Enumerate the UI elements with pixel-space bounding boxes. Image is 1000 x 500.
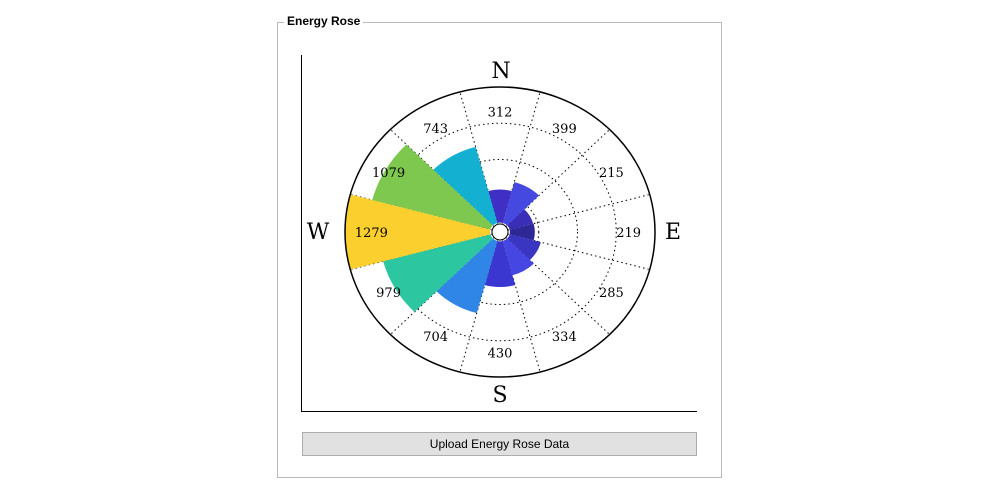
sector-labels: 312 399 215 219 285 334 430 704 979 1279 1079 743 (355, 106, 641, 362)
rose-sector-nne (502, 182, 540, 226)
sector-label-1: 399 (552, 122, 577, 137)
rose-sector-ssw (436, 238, 498, 314)
sector-label-2: 215 (599, 166, 624, 181)
sector-label-4: 285 (599, 286, 624, 301)
angular-grid-spoke (507, 193, 650, 231)
rose-sector-nnw (433, 146, 498, 226)
direction-east: E (665, 220, 681, 245)
energy-rose-panel: Energy Rose (277, 14, 722, 478)
rose-sector-wnw (372, 144, 493, 230)
rose-sector-e (509, 223, 535, 241)
energy-rose-axes: 312 399 215 219 285 334 430 704 979 1279 1079 743 N… (301, 55, 697, 412)
sector-label-5: 334 (552, 330, 577, 345)
outer-ring (344, 86, 656, 378)
direction-north: N (491, 59, 510, 84)
sector-label-7: 704 (423, 330, 448, 345)
center-hub (491, 223, 509, 241)
angular-grid-spoke (459, 239, 499, 373)
sector-label-6: 430 (488, 346, 513, 361)
rose-sector-ene (507, 209, 534, 230)
angular-grid-spoke (507, 233, 650, 271)
direction-south: S (492, 383, 507, 408)
rose-sector-ese (507, 234, 541, 260)
rose-sector-sse (502, 238, 534, 276)
rose-sector-s (484, 241, 516, 287)
rose-sector-wsw (383, 234, 493, 313)
direction-west: W (307, 220, 330, 245)
sector-label-3: 219 (616, 226, 641, 241)
upload-energy-rose-button[interactable]: Upload Energy Rose Data (302, 432, 697, 456)
sector-label-9: 1279 (355, 226, 388, 241)
rose-sector-n (488, 189, 512, 223)
sector-label-8: 979 (376, 286, 401, 301)
rose-sector-w (345, 194, 491, 270)
radial-grid-ring-3 (383, 122, 617, 342)
sector-label-11: 743 (423, 122, 448, 137)
panel-title: Energy Rose (284, 14, 364, 28)
sector-label-10: 1079 (372, 166, 405, 181)
energy-rose-chart: 312 399 215 219 285 334 430 704 979 1279 1079 743 N… (307, 59, 681, 408)
rose-sectors (345, 144, 541, 314)
sector-label-0: 312 (488, 106, 513, 121)
